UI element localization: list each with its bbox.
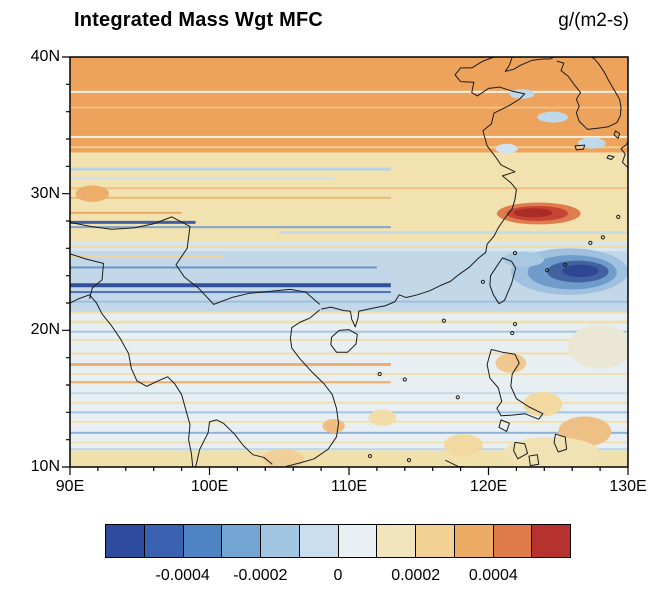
colorbar-cell <box>454 525 494 557</box>
colorbar-tick-label: -0.0004 <box>155 567 210 584</box>
y-tick-label: 40N <box>30 48 60 65</box>
colorbar-cell <box>261 525 300 557</box>
x-tick-label: 100E <box>190 478 229 495</box>
colorbar-tick-label: -0.0002 <box>233 567 288 584</box>
colorbar-cell <box>144 525 184 557</box>
y-tick-label: 20N <box>30 321 60 339</box>
colorbar-tick-label: 0.0004 <box>468 567 518 584</box>
colorbar-cell <box>183 525 223 557</box>
colorbar-cell <box>377 525 416 557</box>
y-tick-label: 10N <box>30 458 60 475</box>
colorbar-tick-label: 0 <box>333 567 343 584</box>
x-tick-label: 120E <box>469 478 508 495</box>
x-tick-label: 110E <box>330 478 368 495</box>
colorbar-cell <box>338 525 378 557</box>
colorbar <box>105 524 571 558</box>
colorbar-cell <box>532 525 570 557</box>
colorbar-tick-label: 0.0002 <box>391 567 441 584</box>
colorbar-cell <box>299 525 339 557</box>
colorbar-cell <box>106 525 145 557</box>
x-tick-label: 130E <box>609 478 647 495</box>
colorbar-cell <box>222 525 261 557</box>
colorbar-cell <box>416 525 455 557</box>
x-tick-label: 90E <box>55 478 85 495</box>
y-tick-label: 30N <box>30 184 60 202</box>
colorbar-cell <box>493 525 533 557</box>
